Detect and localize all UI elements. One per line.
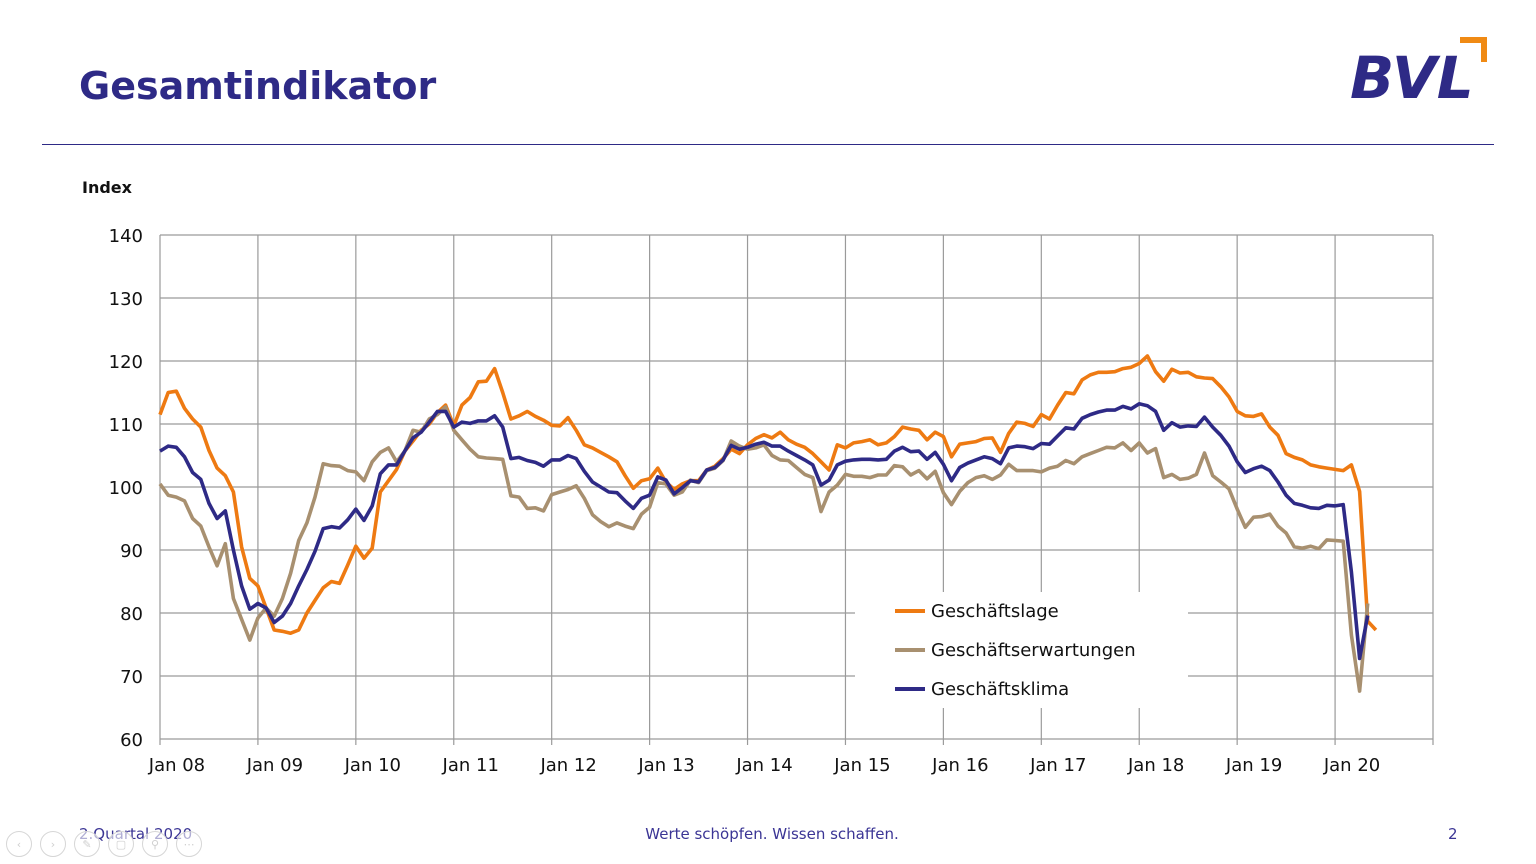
x-tick-label: Jan 20 — [1323, 755, 1380, 776]
logo-text: BVL — [1350, 44, 1474, 104]
slide-navigation-controls: ‹ › ✎ ▢ ⚲ ⋯ — [6, 831, 202, 857]
x-tick-label: Jan 13 — [637, 755, 694, 776]
y-tick-label: 80 — [120, 604, 143, 625]
chart-grid — [159, 234, 1434, 740]
x-tick-label: Jan 16 — [931, 755, 988, 776]
slides-overview-button[interactable]: ▢ — [108, 831, 134, 857]
next-slide-icon: › — [50, 837, 56, 851]
chart-series — [158, 354, 1378, 693]
y-tick-label: 110 — [109, 415, 143, 436]
x-tick-label: Jan 12 — [539, 755, 596, 776]
footer-page-number: 2 — [1448, 825, 1458, 843]
chart-legend: Geschäftslage Geschäftserwartungen Geschäf… — [855, 592, 1188, 708]
zoom-button[interactable]: ⚲ — [142, 831, 168, 857]
footer-slogan: Werte schöpfen. Wissen schaffen. — [645, 825, 899, 843]
y-tick-label: 100 — [109, 478, 143, 499]
legend-label: Geschäftsklima — [931, 679, 1069, 700]
series-line — [158, 354, 1378, 635]
pen-tool-button[interactable]: ✎ — [74, 831, 100, 857]
series-line — [159, 402, 1370, 661]
bvl-logo: BVL — [1350, 37, 1487, 104]
x-tick-label: Jan 18 — [1127, 755, 1184, 776]
x-tick-label: Jan 15 — [833, 755, 890, 776]
more-options-button[interactable]: ⋯ — [176, 831, 202, 857]
x-tick-label: Jan 17 — [1029, 755, 1086, 776]
next-slide-button[interactable]: › — [40, 831, 66, 857]
y-tick-label: 60 — [120, 730, 143, 751]
series-line — [158, 405, 1370, 693]
chart-axes: 60 70 80 90 100 110 120 130 140 Jan 08 Jan 09 Jan 1… — [109, 226, 1434, 776]
logo-accent-corner — [1460, 37, 1487, 62]
legend-label: Geschäftserwartungen — [931, 640, 1136, 661]
x-tick-label: Jan 14 — [735, 755, 792, 776]
y-tick-label: 140 — [109, 226, 143, 247]
x-tick-label: Jan 19 — [1225, 755, 1282, 776]
y-tick-label: 90 — [120, 541, 143, 562]
x-tick-label: Jan 08 — [148, 755, 205, 776]
x-tick-label: Jan 11 — [442, 755, 499, 776]
y-tick-label: 70 — [120, 667, 143, 688]
slides-overview-icon: ▢ — [115, 837, 127, 851]
y-tick-label: 120 — [109, 352, 143, 373]
x-tick-label: Jan 10 — [344, 755, 401, 776]
legend-label: Geschäftslage — [931, 601, 1059, 622]
zoom-icon: ⚲ — [150, 837, 160, 851]
header-divider — [42, 144, 1494, 145]
previous-slide-icon: ‹ — [16, 837, 22, 851]
previous-slide-button[interactable]: ‹ — [6, 831, 32, 857]
y-tick-label: 130 — [109, 289, 143, 310]
more-options-icon: ⋯ — [183, 837, 195, 851]
x-tick-label: Jan 09 — [246, 755, 303, 776]
y-axis-label: Index — [82, 178, 133, 197]
page-title: Gesamtindikator — [79, 64, 437, 108]
pen-tool-icon: ✎ — [82, 837, 92, 851]
